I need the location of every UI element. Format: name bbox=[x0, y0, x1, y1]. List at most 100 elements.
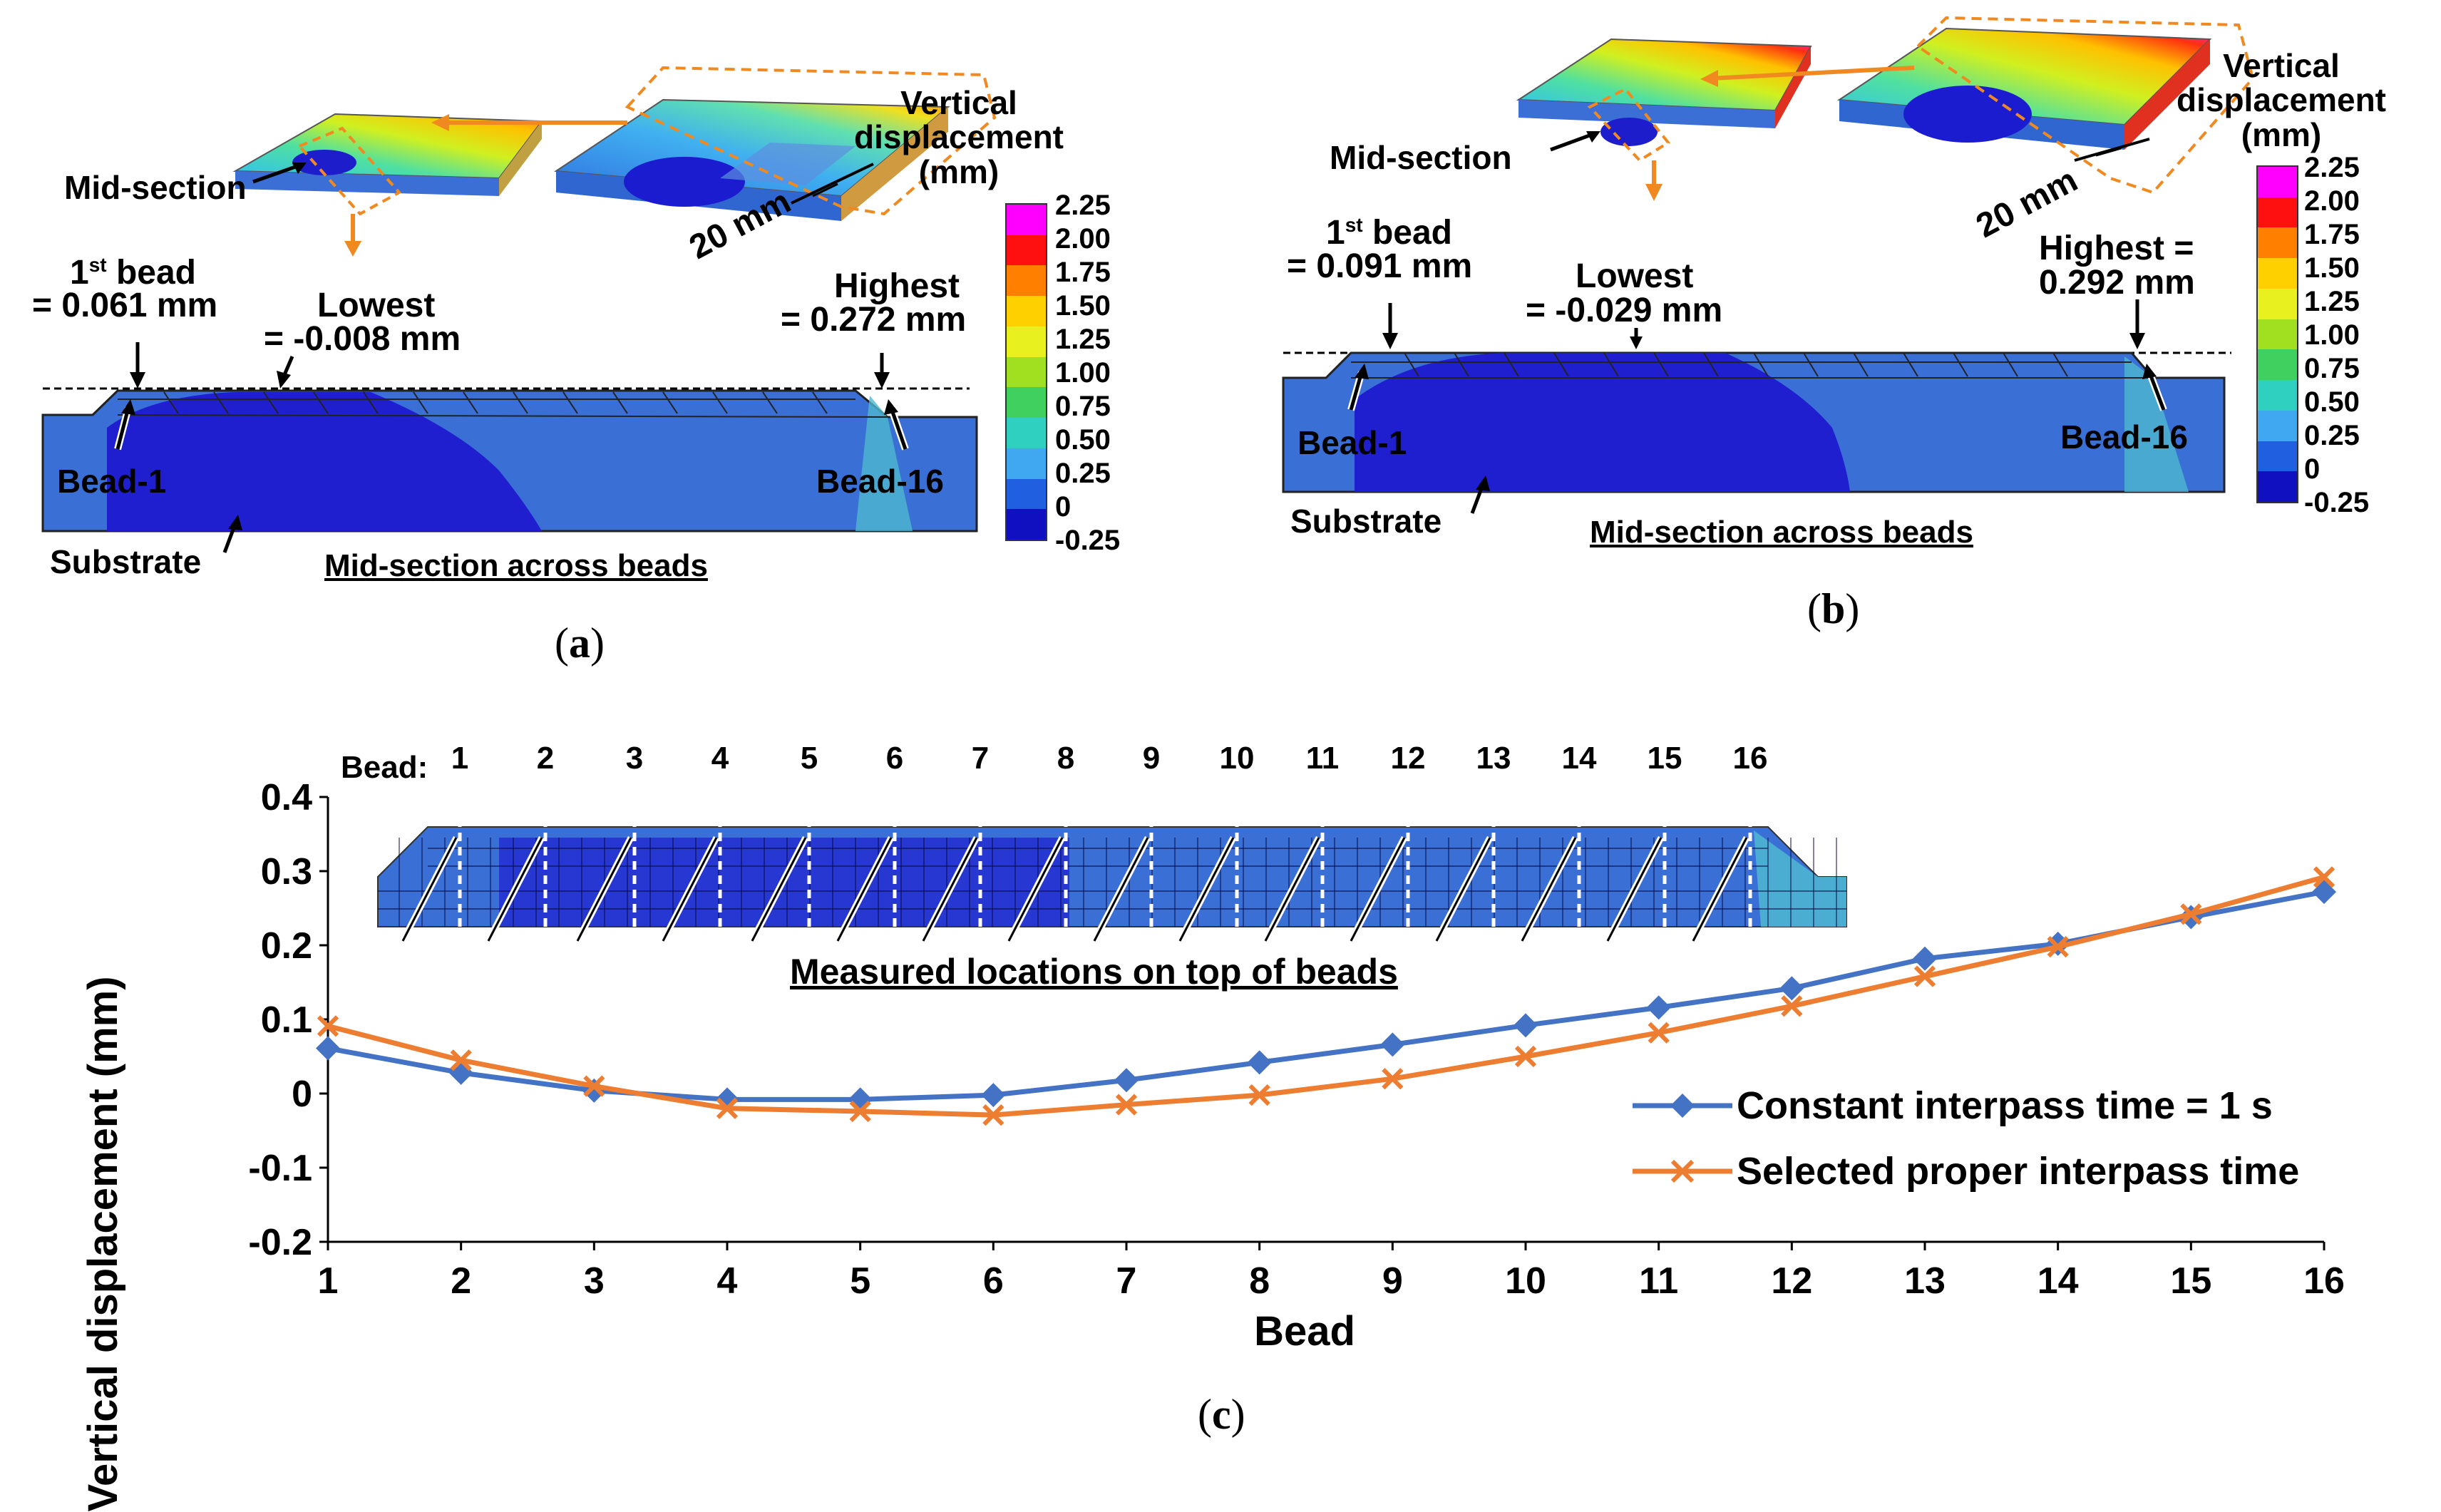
bead-1-label: Bead-1 bbox=[57, 463, 167, 500]
colorbar-tick: 0.25 bbox=[1055, 458, 1111, 489]
colorbar-tick: 0.25 bbox=[2304, 420, 2360, 451]
bead-marker-label: 5 bbox=[801, 741, 818, 776]
data-point bbox=[1913, 946, 1937, 971]
x-tick-label: 13 bbox=[1904, 1260, 1946, 1302]
panel-b: Mid-section 20 mm 1st bead = 0.091 mm Lo… bbox=[1269, 0, 2441, 684]
measurement-pointer bbox=[1093, 837, 1149, 942]
measurement-pointer bbox=[1178, 837, 1235, 942]
colorbar-tick: -0.25 bbox=[1055, 525, 1121, 556]
series-line bbox=[327, 874, 2325, 1118]
x-tick-label: 1 bbox=[318, 1260, 339, 1302]
measurement-pointer bbox=[922, 837, 978, 942]
colorbar-swatch bbox=[2258, 441, 2297, 472]
x-tick-label: 3 bbox=[584, 1260, 605, 1302]
substrate-label: Substrate bbox=[50, 543, 202, 580]
x-tick-label: 16 bbox=[2303, 1260, 2345, 1302]
x-tick-label: 9 bbox=[1382, 1260, 1403, 1302]
panel-a-illustration bbox=[41, 66, 997, 553]
colorbar-tick: 1.75 bbox=[2304, 219, 2360, 250]
colorbar-tick: 1.75 bbox=[1055, 257, 1111, 288]
data-point bbox=[1380, 1032, 1405, 1057]
colorbar-swatch bbox=[1007, 478, 1046, 510]
data-point bbox=[1114, 1068, 1139, 1093]
bead-marker-label: 2 bbox=[537, 741, 554, 776]
bead-marker-label: 8 bbox=[1057, 741, 1074, 776]
panel-b-illustration bbox=[1282, 16, 2255, 514]
data-point bbox=[2047, 935, 2069, 958]
y-tick-label: 0.4 bbox=[261, 777, 312, 818]
data-point bbox=[1247, 1050, 1272, 1075]
x-axis-title: Bead bbox=[1254, 1308, 1355, 1354]
measurement-pointer bbox=[1521, 837, 1577, 942]
mid-section-label: Mid-section bbox=[64, 169, 247, 206]
colorbar-tick: 1.50 bbox=[1055, 290, 1111, 322]
bead-marker-label: 16 bbox=[1733, 741, 1768, 776]
colorbar-tick: 1.25 bbox=[1055, 324, 1111, 355]
colorbar-tick: 2.00 bbox=[2304, 185, 2360, 217]
bead-1-label: Bead-1 bbox=[1297, 424, 1407, 461]
y-tick-label: 0.2 bbox=[261, 925, 312, 967]
colorbar-swatch bbox=[2258, 258, 2297, 289]
bead-marker-label: 9 bbox=[1143, 741, 1160, 776]
data-point bbox=[1913, 965, 1936, 987]
colorbar-swatch bbox=[1007, 418, 1046, 448]
colorbar-swatch bbox=[1007, 205, 1046, 235]
lowest-value: = -0.008 mm bbox=[264, 320, 461, 358]
colorbar-tick: 2.00 bbox=[1055, 223, 1111, 254]
first-bead-value: = 0.061 mm bbox=[32, 287, 218, 324]
highest-label: Highest = bbox=[2039, 230, 2194, 267]
bead-marker-label: 15 bbox=[1648, 741, 1682, 776]
colorbar-swatch bbox=[1007, 235, 1046, 266]
data-point bbox=[981, 1083, 1006, 1108]
colorbar bbox=[1005, 203, 1047, 541]
colorbar-tick: 0 bbox=[2304, 453, 2321, 485]
measurement-pointer bbox=[662, 837, 718, 942]
highest-value: = 0.272 mm bbox=[781, 301, 967, 339]
data-point bbox=[848, 1087, 873, 1112]
colorbar-swatch bbox=[2258, 288, 2297, 319]
colorbar-swatch bbox=[2258, 380, 2297, 411]
lowest-value: = -0.029 mm bbox=[1526, 292, 1723, 329]
colorbar-swatch bbox=[2258, 319, 2297, 350]
data-point bbox=[1781, 995, 1803, 1017]
measurement-pointer bbox=[1606, 837, 1663, 942]
inset-caption: Measured locations on top of beads bbox=[790, 952, 1398, 992]
panel-label-a: (a) bbox=[555, 619, 605, 667]
colorbar-swatch bbox=[1007, 387, 1046, 418]
y-tick-label: -0.1 bbox=[248, 1148, 312, 1189]
measurement-pointer bbox=[1007, 837, 1064, 942]
data-point bbox=[583, 1075, 605, 1097]
first-bead-label: 1st bead bbox=[70, 254, 196, 292]
colorbar-tick: 0.75 bbox=[2304, 353, 2360, 384]
colorbar-swatch bbox=[1007, 265, 1046, 297]
bead-marker-label: 11 bbox=[1306, 741, 1340, 776]
data-point bbox=[2180, 903, 2202, 925]
section-caption: Mid-section across beads bbox=[1590, 515, 1973, 550]
measurement-pointer bbox=[1264, 837, 1320, 942]
colorbar-tick: 0.50 bbox=[2304, 386, 2360, 418]
colorbar-title: Vertical displacement (mm) bbox=[854, 84, 1064, 190]
measurement-pointer bbox=[487, 837, 543, 942]
y-tick-label: 0 bbox=[292, 1074, 312, 1115]
section-caption: Mid-section across beads bbox=[324, 548, 708, 583]
bead-marker-label: 12 bbox=[1391, 741, 1426, 776]
data-point bbox=[1115, 1094, 1138, 1116]
panel-label-c: (c) bbox=[1198, 1391, 1245, 1438]
bead-marker-label: 3 bbox=[626, 741, 643, 776]
data-point bbox=[1382, 1068, 1404, 1090]
bead-marker-label: 6 bbox=[886, 741, 903, 776]
legend-marker bbox=[1633, 1094, 1732, 1118]
colorbar bbox=[2256, 165, 2298, 503]
panel-label-b: (b) bbox=[1807, 585, 1860, 632]
colorbar-swatch bbox=[1007, 296, 1046, 326]
lowest-label: Lowest bbox=[1576, 257, 1694, 295]
data-point bbox=[849, 1100, 871, 1123]
colorbar-swatch bbox=[2258, 197, 2297, 228]
data-point bbox=[450, 1049, 472, 1071]
x-tick-label: 14 bbox=[2037, 1260, 2079, 1302]
data-point bbox=[715, 1087, 739, 1112]
colorbar-swatch bbox=[1007, 509, 1046, 540]
colorbar-tick: 0.50 bbox=[1055, 424, 1111, 456]
x-tick-label: 2 bbox=[451, 1260, 471, 1302]
colorbar-tick: -0.25 bbox=[2304, 487, 2370, 518]
